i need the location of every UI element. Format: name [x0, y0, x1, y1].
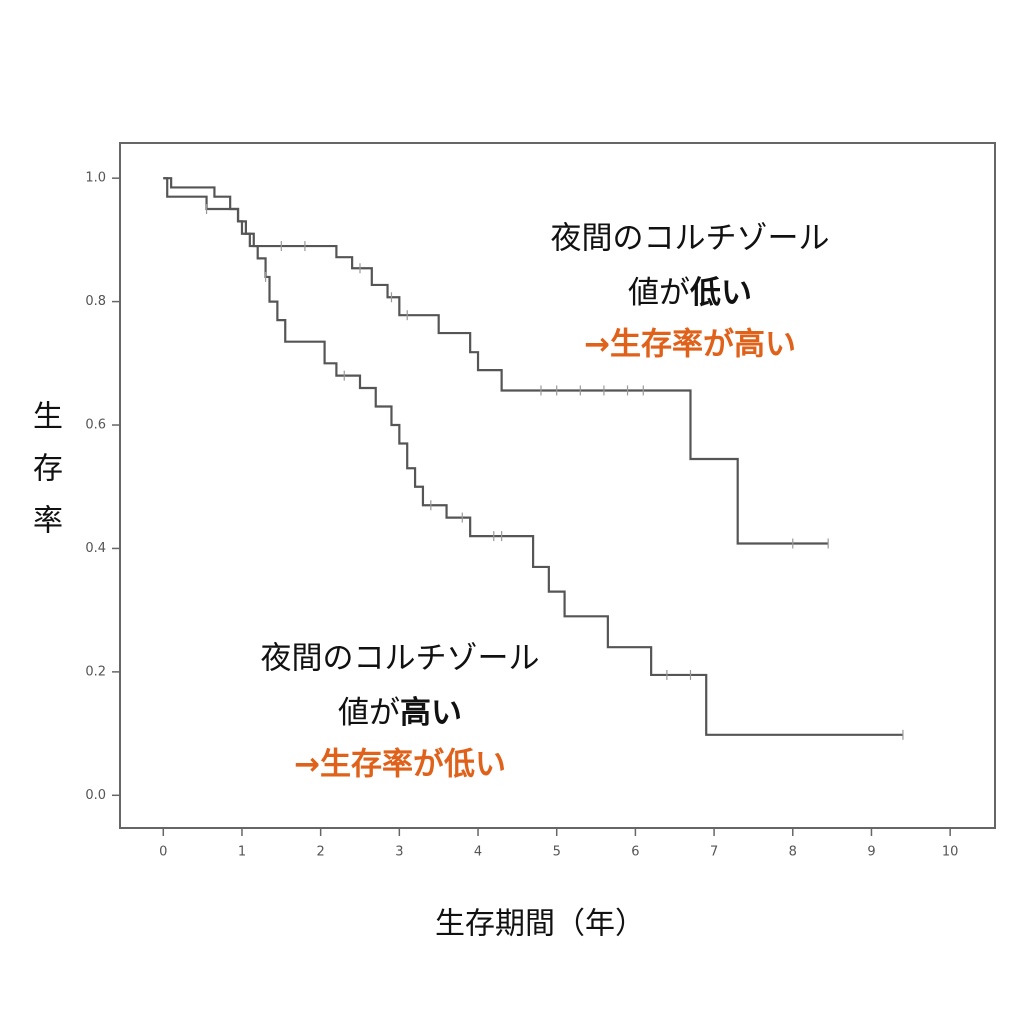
- x-tick-label: 8: [789, 845, 797, 860]
- x-tick-label: 7: [710, 845, 718, 860]
- x-tick-label: 2: [317, 845, 325, 860]
- annotation-conclusion: →生存率が高い: [584, 327, 796, 363]
- annotation-line: 値が低い: [628, 275, 752, 311]
- x-axis-label: 生存期間（年）: [435, 907, 645, 942]
- y-tick-label: 1.0: [85, 171, 106, 186]
- y-tick-label: 0.8: [85, 294, 106, 309]
- x-tick-label: 3: [395, 845, 403, 860]
- annotation-emphasis: 低い: [689, 275, 752, 311]
- x-tick-label: 1: [238, 845, 246, 860]
- survival-curve: [163, 177, 829, 545]
- plot-frame: [119, 142, 996, 829]
- annotation-text: 値が: [338, 695, 400, 731]
- annotation-line: 夜間のコルチゾール: [551, 221, 830, 257]
- x-tick-label: 9: [867, 845, 875, 860]
- annotation-text: 値が: [628, 275, 690, 311]
- y-tick-label: 0.2: [85, 664, 106, 679]
- x-tick-label: 10: [942, 845, 959, 860]
- annotation-line: 値が高い: [338, 695, 462, 731]
- survival-curve: [163, 177, 903, 736]
- y-axis-label: 生存率: [27, 400, 62, 556]
- annotation-emphasis: 高い: [400, 695, 462, 731]
- y-tick-label: 0.0: [85, 788, 106, 803]
- x-tick-label: 5: [553, 845, 561, 860]
- x-tick-label: 6: [631, 845, 639, 860]
- x-tick-label: 0: [159, 845, 167, 860]
- annotation-conclusion: →生存率が低い: [294, 747, 506, 783]
- x-tick-label: 4: [474, 845, 482, 860]
- y-tick-label: 0.6: [85, 418, 106, 433]
- annotation-line: 夜間のコルチゾール: [261, 641, 540, 677]
- y-tick-label: 0.4: [85, 541, 106, 556]
